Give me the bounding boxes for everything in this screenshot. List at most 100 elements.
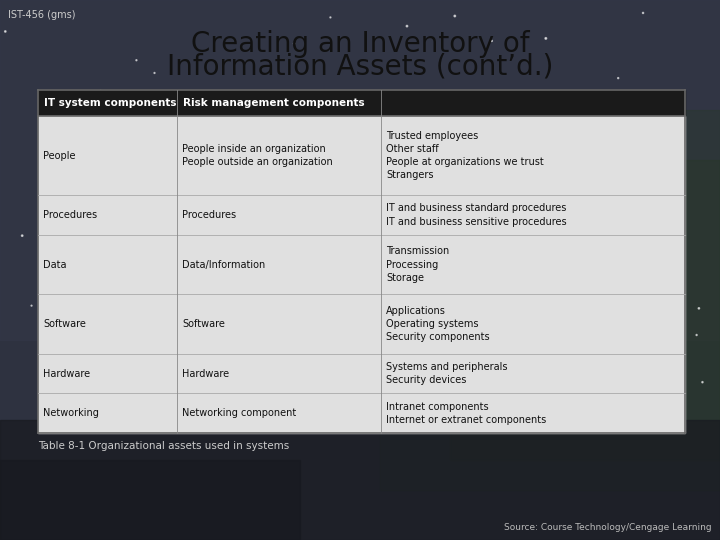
Point <box>149 69 161 77</box>
Point <box>557 406 568 415</box>
Bar <box>38 235 685 294</box>
Text: Hardware: Hardware <box>43 369 90 379</box>
Point <box>95 87 107 96</box>
Point <box>229 287 240 296</box>
Point <box>473 270 485 279</box>
Point <box>337 113 348 122</box>
Point <box>17 231 28 240</box>
Point <box>502 167 513 176</box>
Point <box>608 357 620 366</box>
Point <box>333 341 344 350</box>
Point <box>594 143 606 151</box>
Point <box>587 255 598 264</box>
Text: Applications
Operating systems
Security components: Applications Operating systems Security … <box>386 306 490 342</box>
Point <box>451 217 463 226</box>
Bar <box>0 420 720 540</box>
Bar <box>380 110 720 490</box>
Text: Trusted employees
Other staff
People at organizations we trust
Strangers: Trusted employees Other staff People at … <box>386 131 544 180</box>
Text: Intranet components
Internet or extranet components: Intranet components Internet or extranet… <box>386 402 546 425</box>
Text: Data/Information: Data/Information <box>182 260 266 269</box>
Point <box>213 197 225 206</box>
Point <box>77 381 89 389</box>
Point <box>0 27 11 36</box>
Bar <box>38 354 685 393</box>
Point <box>95 169 107 178</box>
Point <box>325 13 336 22</box>
Point <box>560 222 572 231</box>
Point <box>261 352 273 360</box>
Point <box>552 137 563 145</box>
Point <box>697 378 708 387</box>
Text: Networking: Networking <box>43 408 99 418</box>
Point <box>559 93 570 102</box>
Point <box>202 355 213 363</box>
Bar <box>0 460 300 540</box>
Text: Information Assets (cont’d.): Information Assets (cont’d.) <box>167 53 553 81</box>
Point <box>261 172 272 181</box>
Point <box>540 34 552 43</box>
Text: Networking component: Networking component <box>182 408 297 418</box>
Point <box>318 205 330 214</box>
Point <box>313 289 325 298</box>
Point <box>486 37 498 45</box>
Point <box>496 346 508 354</box>
Text: Data: Data <box>43 260 66 269</box>
Point <box>163 183 174 192</box>
Point <box>250 122 261 131</box>
Point <box>485 372 497 381</box>
Point <box>404 213 415 222</box>
Point <box>662 123 673 132</box>
Point <box>158 234 169 243</box>
Text: IT system components: IT system components <box>44 98 176 108</box>
Point <box>138 344 150 353</box>
Point <box>394 264 405 272</box>
Text: IT and business standard procedures
IT and business sensitive procedures: IT and business standard procedures IT a… <box>386 204 567 227</box>
Point <box>458 228 469 237</box>
Text: Procedures: Procedures <box>182 210 236 220</box>
Point <box>310 245 322 254</box>
Text: Procedures: Procedures <box>43 210 97 220</box>
Point <box>105 375 117 384</box>
Point <box>26 301 37 310</box>
Bar <box>0 0 720 340</box>
Text: Risk management components: Risk management components <box>183 98 365 108</box>
Point <box>206 298 217 306</box>
Text: IST-456 (gms): IST-456 (gms) <box>8 10 76 20</box>
Point <box>36 370 48 379</box>
Bar <box>38 195 685 235</box>
Point <box>333 210 345 218</box>
Point <box>498 380 510 389</box>
Text: Source: Course Technology/Cengage Learning: Source: Course Technology/Cengage Learni… <box>505 523 712 532</box>
Point <box>309 170 320 179</box>
Point <box>613 74 624 83</box>
Point <box>531 224 542 233</box>
Text: People: People <box>43 151 76 160</box>
Point <box>86 348 98 356</box>
Text: Hardware: Hardware <box>182 369 229 379</box>
Point <box>475 211 487 220</box>
Point <box>219 241 230 249</box>
Bar <box>450 160 720 460</box>
Point <box>574 208 585 217</box>
Point <box>554 89 566 97</box>
Bar <box>38 294 685 354</box>
Point <box>289 39 300 48</box>
Point <box>545 176 557 184</box>
Text: People inside an organization
People outside an organization: People inside an organization People out… <box>182 144 333 167</box>
Point <box>395 110 407 119</box>
Point <box>158 151 169 160</box>
Point <box>561 172 572 180</box>
Point <box>637 9 649 17</box>
Text: Table 8-1 Organizational assets used in systems: Table 8-1 Organizational assets used in … <box>38 441 289 451</box>
Text: Creating an Inventory of: Creating an Inventory of <box>191 30 529 58</box>
Point <box>693 304 705 313</box>
Point <box>62 406 73 415</box>
Text: Software: Software <box>43 319 86 329</box>
Point <box>542 112 554 121</box>
Text: Systems and peripherals
Security devices: Systems and peripherals Security devices <box>386 362 508 385</box>
Point <box>401 22 413 30</box>
Point <box>197 133 208 142</box>
Point <box>135 114 146 123</box>
Point <box>393 303 405 312</box>
Point <box>273 277 284 286</box>
